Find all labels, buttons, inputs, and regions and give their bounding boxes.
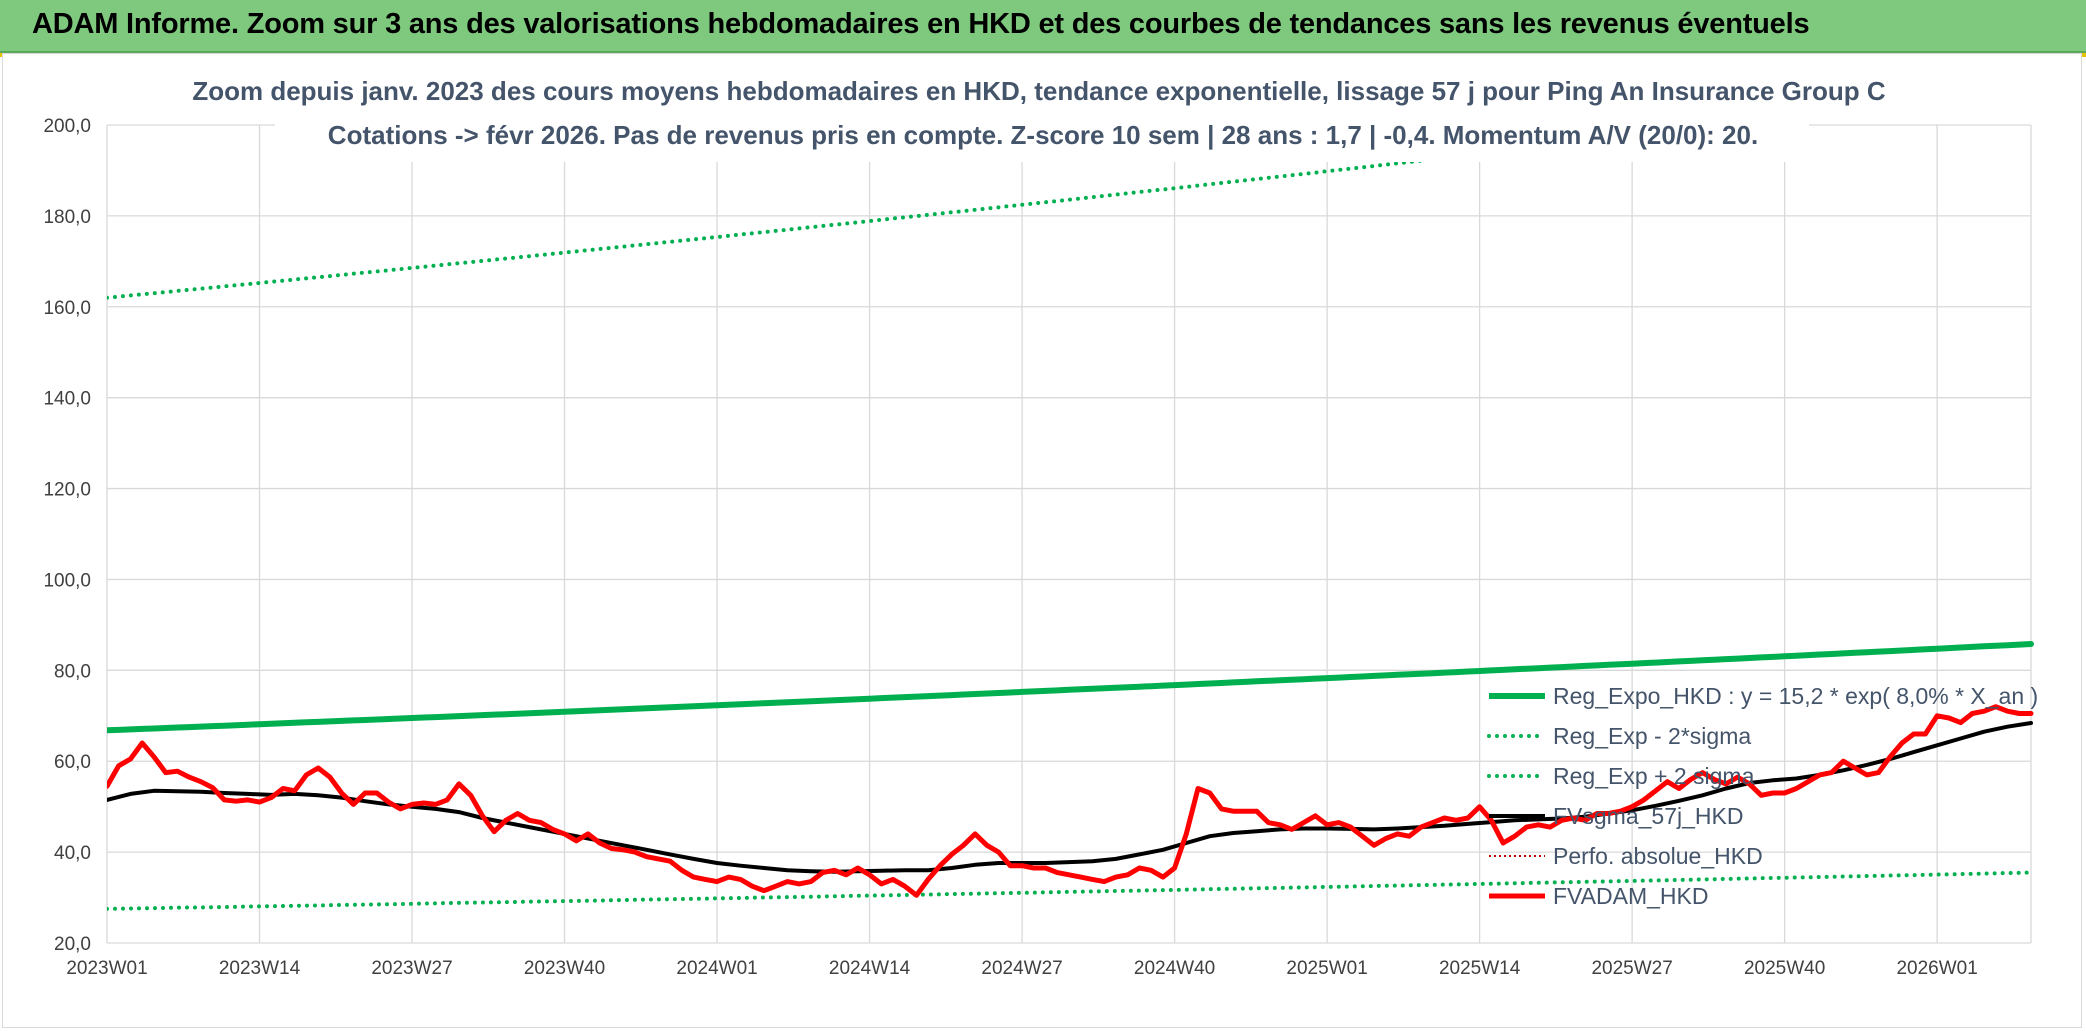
chart-title-line2: Cotations -> févr 2026. Pas de revenus p… — [328, 120, 1758, 150]
x-tick-label: 2023W01 — [66, 958, 147, 979]
legend-label-fvadam: FVADAM_HKD — [1553, 883, 1709, 909]
chart-title-line1: Zoom depuis janv. 2023 des cours moyens … — [192, 76, 1886, 106]
report-banner: ADAM Informe. Zoom sur 3 ans des valoris… — [0, 0, 2086, 53]
y-tick-label: 100,0 — [43, 570, 91, 591]
x-tick-label: 2026W01 — [1896, 958, 1977, 979]
y-tick-label: 120,0 — [43, 480, 91, 501]
y-tick-label: 200,0 — [43, 116, 91, 137]
y-tick-label: 40,0 — [54, 843, 91, 864]
legend-label-sigma_high: Reg_Exp + 2 sigma — [1553, 763, 1755, 789]
series-line-fvadam — [107, 704, 2034, 898]
banner-title: ADAM Informe. Zoom sur 3 ans des valoris… — [32, 8, 1810, 40]
axis-layer: 20,0 40,0 60,0 80,0 100,0 120,0 140,0 160,0 180,… — [43, 116, 1977, 979]
x-tick-label: 2025W01 — [1286, 958, 1367, 979]
x-tick-label: 2025W14 — [1439, 958, 1521, 979]
series-line-mm57 — [107, 721, 2033, 874]
x-tick-label: 2024W27 — [981, 958, 1062, 979]
chart-title-background — [275, 68, 1809, 162]
legend-label-mm57: FVsgma_57j_HKD — [1553, 803, 1743, 829]
y-tick-label: 180,0 — [43, 207, 91, 228]
legend-label-perfo_abs: Perfo. absolue_HKD — [1553, 843, 1763, 869]
legend-label-reg_expo: Reg_Expo_HKD : y = 15,2 * exp( 8,0% * X_… — [1553, 683, 2038, 709]
legend: Reg_Expo_HKD : y = 15,2 * exp( 8,0% * X_… — [1487, 683, 2038, 909]
x-tick-label: 2024W40 — [1134, 958, 1215, 979]
legend-label-sigma_low: Reg_Exp - 2*sigma — [1553, 723, 1751, 749]
x-tick-label: 2023W14 — [219, 958, 301, 979]
series-line-sigma_low — [107, 870, 2033, 911]
y-tick-label: 20,0 — [54, 934, 91, 955]
x-tick-label: 2024W01 — [676, 958, 757, 979]
x-tick-label: 2025W27 — [1591, 958, 1672, 979]
x-tick-label: 2023W27 — [371, 958, 452, 979]
chart-frame: 20,0 40,0 60,0 80,0 100,0 120,0 140,0 160,0 180,… — [2, 53, 2082, 1028]
x-tick-label: 2024W14 — [829, 958, 911, 979]
series-layer — [107, 121, 2034, 911]
chart-svg: 20,0 40,0 60,0 80,0 100,0 120,0 140,0 160,0 180,… — [43, 68, 2038, 979]
y-tick-label: 60,0 — [54, 752, 91, 773]
x-tick-label: 2025W40 — [1744, 958, 1825, 979]
series-line-reg_expo — [107, 641, 2034, 734]
y-tick-label: 80,0 — [54, 661, 91, 682]
x-tick-label: 2023W40 — [524, 958, 605, 979]
series-line-sigma_high — [107, 121, 1780, 300]
y-tick-label: 140,0 — [43, 389, 91, 410]
y-tick-label: 160,0 — [43, 298, 91, 319]
title-layer: Zoom depuis janv. 2023 des cours moyens … — [192, 68, 1886, 162]
